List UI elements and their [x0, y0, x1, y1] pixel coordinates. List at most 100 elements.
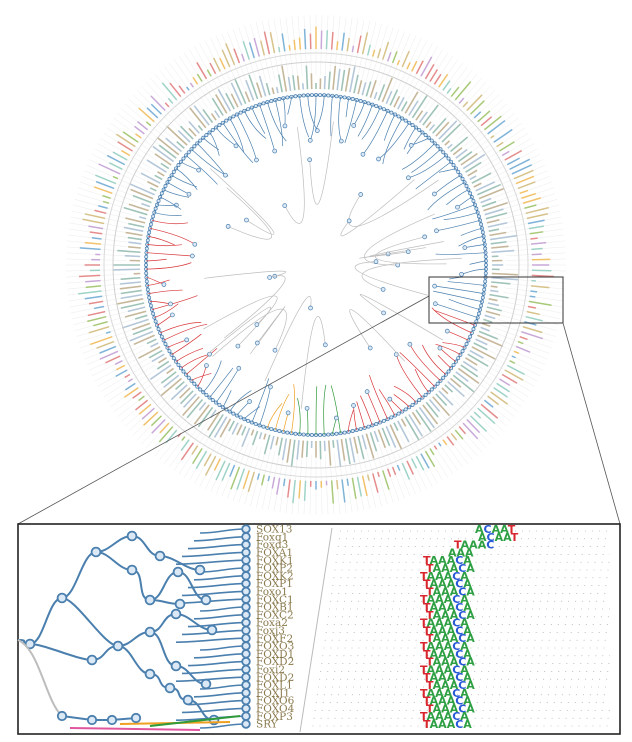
motif-base: A	[450, 656, 459, 669]
outer-bar	[433, 445, 438, 450]
inset-internal-node	[200, 678, 212, 690]
inner-bar	[490, 241, 507, 245]
outer-bar	[442, 439, 448, 446]
motif-logo: ACAAT	[478, 531, 519, 544]
outer-bar	[509, 158, 531, 170]
motif-base: A	[435, 687, 444, 700]
motif-base: A	[447, 624, 456, 637]
branch	[154, 303, 179, 318]
outer-bar	[269, 32, 276, 54]
outer-bar	[225, 43, 236, 66]
motif-logo: TAAACA	[423, 648, 472, 661]
deep-branch	[202, 295, 278, 330]
branch	[411, 137, 429, 146]
inner-bar	[381, 427, 391, 447]
deep-branch	[348, 179, 439, 227]
inner-bar	[469, 349, 484, 359]
motif-base: T	[426, 585, 434, 598]
branch	[147, 279, 170, 286]
motif-base: C	[484, 523, 492, 536]
motif-base: C	[486, 539, 494, 552]
motif-base: A	[441, 679, 450, 692]
inner-bar	[140, 172, 161, 184]
internal-node	[408, 142, 414, 148]
outer-bar	[141, 407, 155, 420]
inner-bar	[467, 353, 489, 367]
motif-base: T	[426, 562, 434, 575]
branch	[259, 104, 276, 152]
inner-bar	[150, 342, 159, 348]
outer-bar	[91, 237, 102, 240]
outer-bar	[377, 48, 382, 59]
outer-bar	[511, 355, 516, 359]
branch	[309, 94, 317, 141]
inset-internal-node	[172, 566, 184, 578]
inner-bar	[147, 180, 159, 188]
outer-bar	[466, 94, 483, 111]
leaf-node	[326, 93, 331, 98]
zoom-highlight-box[interactable]	[428, 276, 564, 324]
inner-bar	[120, 293, 143, 300]
leaf-node	[482, 287, 487, 292]
deep-branch	[361, 257, 462, 290]
inset-leaf-node	[241, 656, 251, 667]
outer-bar	[204, 455, 217, 476]
outer-bar	[87, 310, 106, 317]
internal-node	[455, 204, 460, 210]
deep-branch	[349, 309, 406, 362]
outer-bar	[150, 103, 162, 115]
inset-leaf-label: FOXK2	[256, 570, 294, 582]
outer-bar	[242, 40, 250, 60]
outer-bar	[454, 81, 472, 101]
deep-branch	[364, 213, 435, 266]
leaf-node	[309, 433, 314, 437]
internal-node	[364, 389, 370, 394]
outer-bar	[267, 475, 271, 482]
deep-branch	[354, 261, 429, 296]
motif-base: A	[441, 702, 450, 715]
inner-bar	[483, 201, 508, 212]
leaf-node	[144, 271, 149, 276]
branch	[382, 118, 403, 165]
outer-bar	[517, 340, 524, 345]
branch	[171, 175, 198, 188]
inner-bar	[165, 137, 182, 153]
inner-bar	[397, 420, 410, 443]
branch	[323, 384, 327, 435]
internal-node	[247, 399, 252, 404]
leaf-node	[482, 238, 487, 243]
leaf-node	[277, 97, 282, 101]
leaf-node	[227, 116, 232, 121]
motif-base: T	[420, 570, 428, 583]
outer-bar	[372, 49, 376, 57]
motif-base: T	[420, 663, 428, 676]
outer-bar	[382, 41, 390, 60]
motif-base: A	[492, 523, 501, 536]
inner-bar	[296, 75, 300, 90]
branch	[401, 143, 435, 170]
outer-bar	[391, 51, 398, 64]
inner-bar	[183, 393, 197, 408]
outer-bar	[259, 40, 266, 56]
leaf-node	[224, 118, 229, 123]
zoom-inset-panel: SOX13Foxq1Foxd3FOXA1FOXK1FOXP2FOXK2FOXP1…	[17, 523, 621, 735]
inner-bar	[208, 414, 224, 439]
inner-bar	[179, 125, 194, 140]
leaf-node	[342, 430, 347, 435]
inner-bar	[149, 187, 157, 192]
outer-bar	[263, 31, 271, 55]
inner-bar	[197, 125, 204, 131]
outer-bar	[196, 62, 208, 80]
outer-bar	[336, 479, 339, 490]
inset-internal-node	[144, 594, 156, 606]
leaf-node	[169, 173, 174, 178]
outer-bar	[260, 474, 266, 486]
inset-internal-node	[144, 668, 156, 680]
motif-base: A	[450, 702, 459, 715]
inner-bar	[236, 424, 243, 436]
leaf-node	[192, 381, 197, 386]
inner-bar	[477, 334, 504, 348]
outer-bar	[114, 360, 123, 365]
motif-base: A	[444, 617, 453, 630]
branch	[215, 127, 237, 147]
